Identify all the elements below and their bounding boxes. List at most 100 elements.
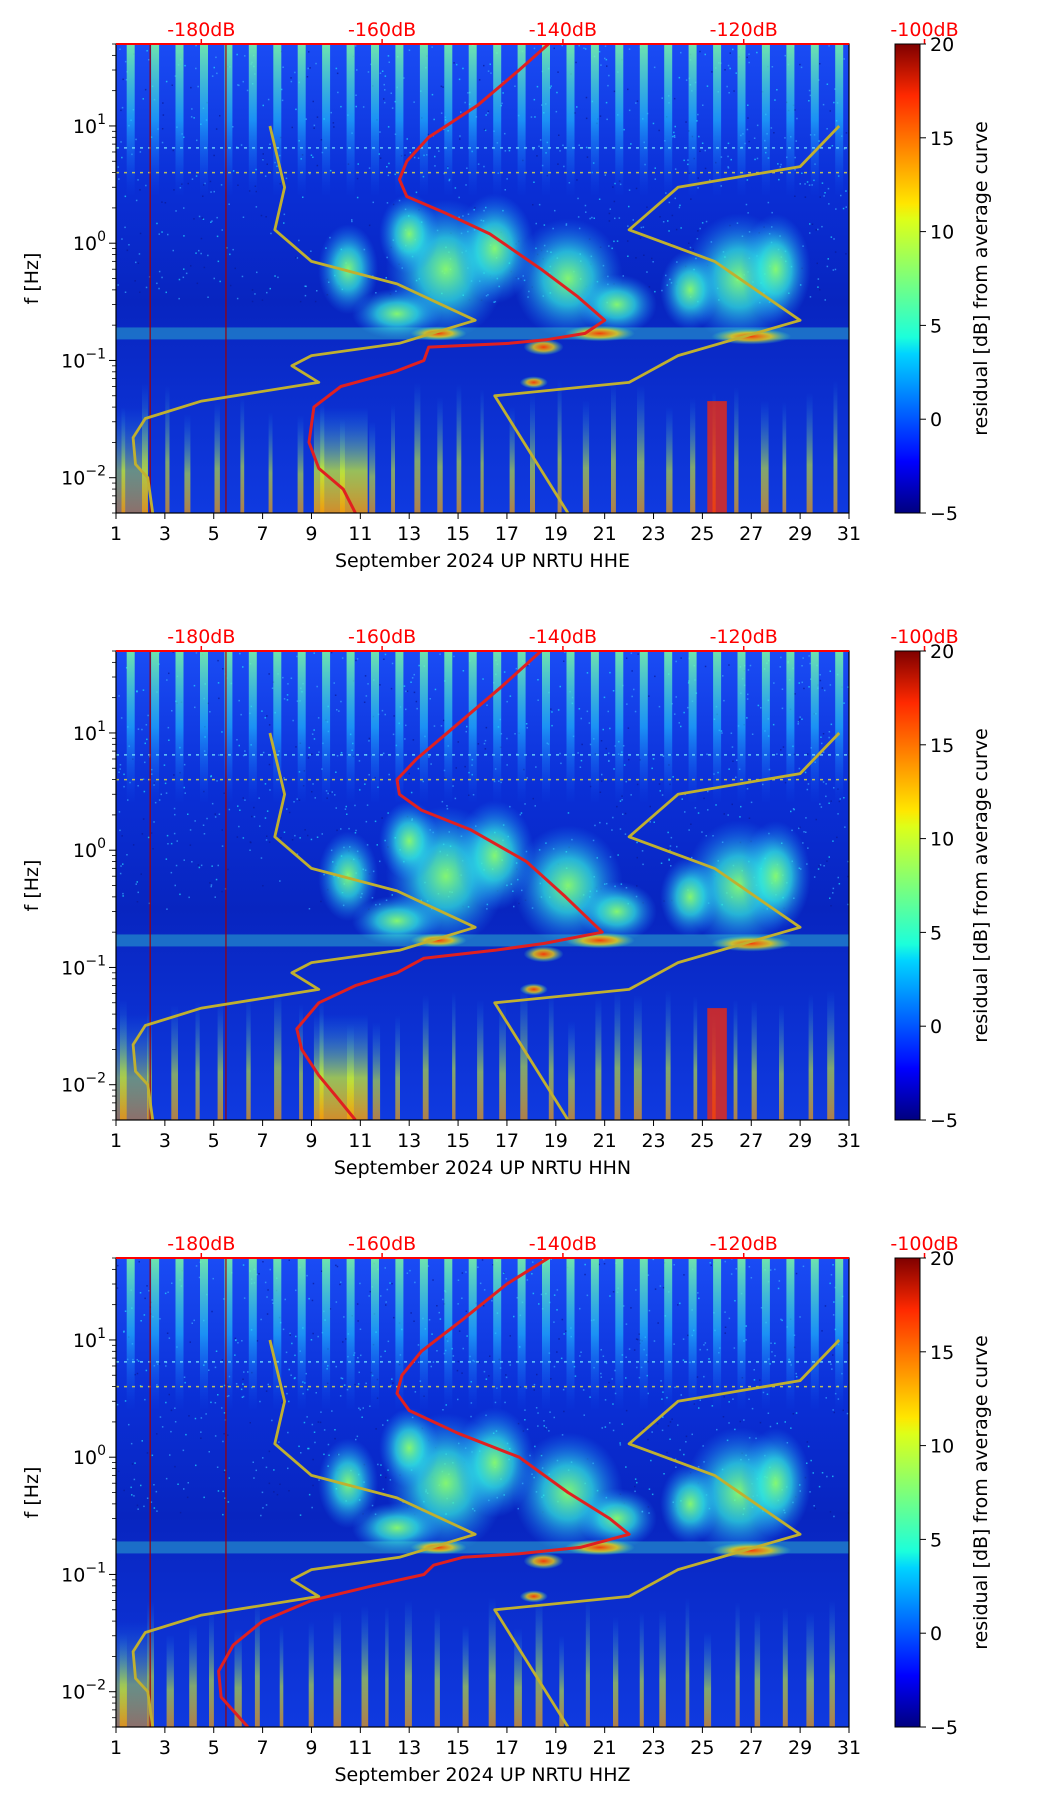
db-scale-label: -180dB <box>167 19 235 41</box>
colorbar-tick-label: 20 <box>930 34 954 56</box>
colorbar-tick-label: 15 <box>930 1342 954 1364</box>
x-tick-label: 3 <box>159 1737 171 1759</box>
x-tick-label: 15 <box>446 523 470 545</box>
colorbar-label: residual [dB] from average curve <box>970 121 992 436</box>
series-noise-model-A <box>131 1339 477 1727</box>
series-average-curve <box>307 44 607 513</box>
series-average-curve <box>295 651 604 1120</box>
colorbar-tick-label: 5 <box>930 922 942 944</box>
x-tick-label: 17 <box>495 1130 519 1152</box>
x-tick-label: 23 <box>641 523 665 545</box>
x-tick-label: 23 <box>641 1130 665 1152</box>
x-axis-label: September 2024 UP NRTU HHZ <box>334 1764 630 1786</box>
series-noise-model-B <box>493 732 841 1120</box>
x-tick-label: 27 <box>739 523 763 545</box>
daily-stripes <box>126 1258 844 1411</box>
x-tick-label: 21 <box>593 1130 617 1152</box>
series-noise-model-B <box>493 125 841 513</box>
db-scale-label: -120dB <box>710 1233 778 1255</box>
db-scale-label: -100dB <box>890 1233 958 1255</box>
y-axis-label: f [Hz] <box>21 1467 43 1519</box>
db-scale-label: -140dB <box>529 626 597 648</box>
x-tick-label: 7 <box>257 1130 269 1152</box>
x-tick-label: 13 <box>397 523 421 545</box>
x-tick-label: 15 <box>446 1737 470 1759</box>
x-tick-label: 1 <box>110 523 122 545</box>
x-tick-label: 1 <box>110 1130 122 1152</box>
x-tick-label: 31 <box>837 1737 861 1759</box>
series-noise-model-A <box>131 125 477 513</box>
narrowband-lines <box>116 1361 849 1388</box>
x-tick-label: 25 <box>690 1130 714 1152</box>
db-scale-label: -140dB <box>529 19 597 41</box>
colorbar-tick-label: 0 <box>930 1623 942 1645</box>
x-tick-label: 21 <box>593 523 617 545</box>
colorbar-label: residual [dB] from average curve <box>970 1335 992 1650</box>
db-scale-label: -100dB <box>890 626 958 648</box>
colorbar-tick-label: 20 <box>930 1248 954 1270</box>
y-tick-label: 10−1 <box>61 346 106 372</box>
colorbar-tick-label: −5 <box>930 1717 958 1739</box>
daily-stripes <box>126 651 844 804</box>
x-tick-label: 3 <box>159 523 171 545</box>
y-tick-label: 10−1 <box>61 953 106 979</box>
y-tick-label: 10−2 <box>61 1071 106 1097</box>
colorbar-tick-label: 0 <box>930 1016 942 1038</box>
y-tick-label: 10−1 <box>61 1560 106 1586</box>
y-tick-label: 101 <box>73 1326 106 1352</box>
y-axis-label: f [Hz] <box>21 860 43 912</box>
x-tick-label: 27 <box>739 1130 763 1152</box>
plot-area <box>116 1258 849 1727</box>
x-tick-label: 1 <box>110 1737 122 1759</box>
narrowband-lines <box>116 754 849 781</box>
x-tick-label: 5 <box>208 1737 220 1759</box>
plot-area <box>116 651 849 1120</box>
x-tick-label: 31 <box>837 1130 861 1152</box>
colorbar-tick-label: 10 <box>930 829 954 851</box>
db-scale-label: -120dB <box>710 626 778 648</box>
y-tick-label: 101 <box>73 719 106 745</box>
microseism-blobs <box>116 193 849 389</box>
y-tick-label: 10−2 <box>61 464 106 490</box>
low-frequency-bursts <box>116 379 838 513</box>
x-tick-label: 19 <box>544 1737 568 1759</box>
db-scale-label: -100dB <box>890 19 958 41</box>
colorbar <box>894 43 921 514</box>
low-frequency-bursts <box>116 1596 835 1727</box>
x-tick-label: 9 <box>305 523 317 545</box>
x-tick-label: 29 <box>788 1130 812 1152</box>
x-tick-label: 19 <box>544 1130 568 1152</box>
x-axis-label: September 2024 UP NRTU HHN <box>334 1157 631 1179</box>
colorbar-tick-label: 15 <box>930 128 954 150</box>
colorbar-label: residual [dB] from average curve <box>970 728 992 1043</box>
colorbar-tick-label: 15 <box>930 735 954 757</box>
db-scale-label: -180dB <box>167 1233 235 1255</box>
x-tick-label: 11 <box>348 1130 372 1152</box>
x-tick-label: 29 <box>788 1737 812 1759</box>
x-tick-label: 17 <box>495 523 519 545</box>
x-tick-label: 13 <box>397 1130 421 1152</box>
x-tick-label: 27 <box>739 1737 763 1759</box>
x-tick-label: 29 <box>788 523 812 545</box>
x-tick-label: 19 <box>544 523 568 545</box>
series-noise-model-B <box>493 1339 841 1727</box>
x-tick-label: 9 <box>305 1130 317 1152</box>
x-tick-label: 17 <box>495 1737 519 1759</box>
x-tick-label: 5 <box>208 523 220 545</box>
low-frequency-bursts <box>116 985 835 1120</box>
y-tick-label: 100 <box>73 229 106 255</box>
x-tick-label: 21 <box>593 1737 617 1759</box>
colorbar-tick-label: 5 <box>930 1529 942 1551</box>
narrowband-lines <box>116 147 849 174</box>
series-noise-model-A <box>131 732 477 1120</box>
colorbar-tick-label: 0 <box>930 409 942 431</box>
colorbar-tick-label: 5 <box>930 315 942 337</box>
colorbar-tick-label: −5 <box>930 1110 958 1132</box>
x-tick-label: 15 <box>446 1130 470 1152</box>
colorbar-tick-label: 20 <box>930 641 954 663</box>
daily-stripes <box>126 44 844 197</box>
